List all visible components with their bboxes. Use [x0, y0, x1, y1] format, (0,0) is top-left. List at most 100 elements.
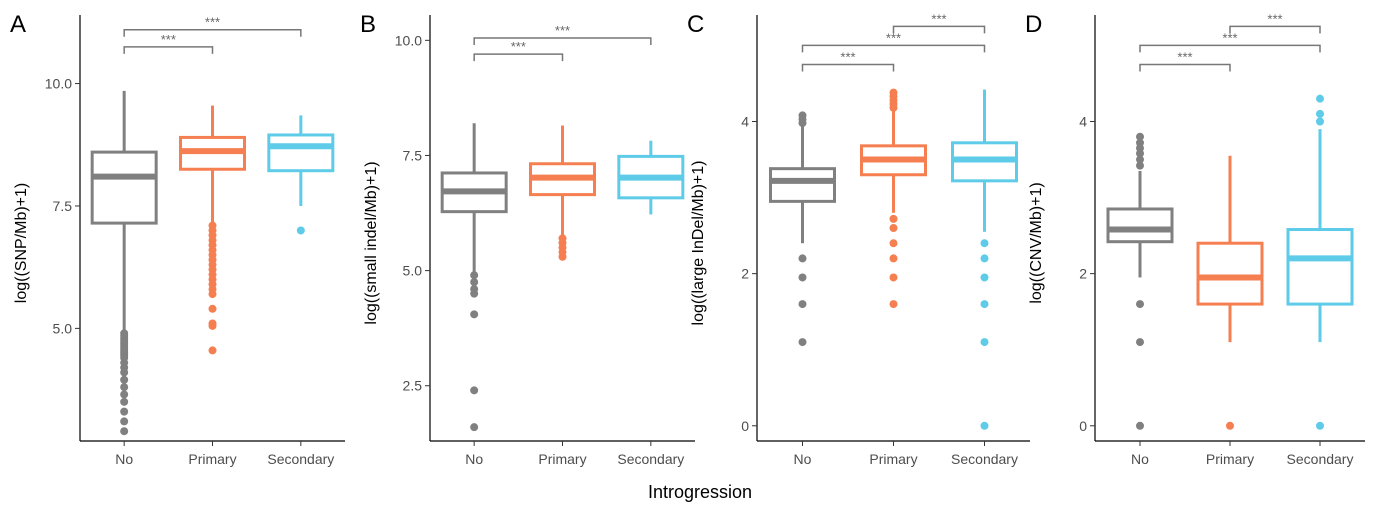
- x-axis-title: Introgression: [648, 482, 752, 502]
- x-tick-label: No: [115, 451, 133, 467]
- x-tick-label: Secondary: [1287, 451, 1354, 467]
- x-tick-label: No: [465, 451, 483, 467]
- outlier-point: [208, 346, 217, 355]
- x-tick-label: Primary: [538, 451, 586, 467]
- box-iqr: [90, 150, 158, 225]
- significance-bracket: ***: [473, 39, 564, 62]
- box-no: [769, 111, 836, 347]
- outlier-point: [1136, 421, 1144, 430]
- outlier-point: [889, 239, 898, 248]
- box-primary: [529, 125, 596, 261]
- outlier-point: [470, 289, 479, 298]
- outlier-point: [470, 386, 479, 395]
- y-tick-label: 2: [741, 266, 749, 282]
- y-tick-label: 0: [1079, 418, 1087, 434]
- outlier-point: [980, 300, 989, 309]
- y-tick-label: 4: [741, 114, 749, 130]
- panel-letter: D: [1025, 11, 1042, 38]
- box-iqr: [769, 167, 836, 203]
- significance-bracket: ***: [1139, 30, 1321, 53]
- outlier-point: [798, 273, 807, 282]
- box-primary: [1196, 155, 1264, 430]
- outlier-point: [120, 417, 129, 426]
- significance-bracket: ***: [473, 23, 652, 46]
- outlier-point: [980, 338, 989, 347]
- outlier-point: [889, 224, 898, 232]
- x-tick-label: No: [1131, 451, 1149, 467]
- significance-label: ***: [555, 23, 570, 38]
- significance-label: ***: [511, 39, 526, 54]
- outlier-point: [980, 254, 989, 263]
- y-tick-label: 7.5: [53, 198, 73, 214]
- outlier-point: [208, 321, 217, 330]
- y-tick-label: 2.5: [403, 378, 423, 394]
- outlier-point: [1136, 161, 1144, 170]
- significance-bracket: ***: [123, 32, 214, 54]
- outlier-point: [1136, 338, 1144, 347]
- box-secondary: [617, 140, 685, 215]
- y-axis-title: log((small indel/Mb)+1): [363, 161, 380, 324]
- significance-label: ***: [886, 30, 901, 45]
- outlier-point: [558, 252, 567, 261]
- box-primary: [179, 105, 246, 355]
- outlier-point: [1316, 94, 1324, 103]
- significance-label: ***: [931, 11, 946, 26]
- box-iqr: [267, 133, 335, 173]
- outlier-point: [120, 397, 129, 406]
- outlier-point: [120, 390, 129, 399]
- bracket-line: [801, 44, 986, 53]
- box-iqr: [1106, 207, 1174, 244]
- y-axis-title: log((SNP/Mb)+1): [13, 183, 30, 303]
- outlier-point: [470, 423, 479, 432]
- significance-bracket: ***: [123, 15, 302, 37]
- significance-label: ***: [840, 49, 855, 64]
- significance-bracket: ***: [892, 11, 986, 34]
- panel-letter: A: [10, 11, 26, 38]
- x-tick-label: No: [794, 451, 812, 467]
- significance-bracket: ***: [1139, 49, 1231, 72]
- significance-bracket: ***: [801, 49, 895, 72]
- outlier-point: [889, 214, 898, 223]
- significance-bracket: ***: [1229, 11, 1321, 34]
- box-secondary: [951, 89, 1018, 430]
- outlier-point: [1136, 300, 1144, 309]
- x-tick-label: Primary: [869, 451, 917, 467]
- x-tick-label: Secondary: [951, 451, 1018, 467]
- bracket-line: [473, 53, 564, 62]
- x-tick-label: Primary: [188, 451, 236, 467]
- outlier-point: [889, 300, 898, 309]
- box-no: [90, 90, 158, 436]
- box-primary: [860, 88, 927, 309]
- significance-label: ***: [205, 15, 220, 30]
- outlier-point: [1136, 149, 1144, 158]
- box-iqr: [1196, 241, 1264, 306]
- outlier-point: [120, 407, 129, 416]
- significance-label: ***: [1222, 30, 1237, 45]
- bracket-line: [1139, 63, 1231, 72]
- y-tick-label: 5.0: [403, 263, 423, 279]
- significance-label: ***: [1267, 11, 1282, 26]
- panel-letter: B: [360, 11, 376, 38]
- outlier-point: [889, 254, 898, 263]
- outlier-point: [798, 119, 807, 128]
- bracket-line: [123, 28, 302, 37]
- outlier-point: [1136, 155, 1144, 164]
- bracket-line: [123, 46, 214, 54]
- outlier-point: [798, 254, 807, 263]
- bracket-line: [473, 37, 652, 46]
- outlier-point: [1316, 421, 1324, 430]
- y-axis-title: log((CNV/Mb)+1): [1028, 182, 1045, 303]
- y-tick-label: 2: [1079, 266, 1087, 282]
- outlier-point: [1136, 132, 1144, 141]
- bracket-line: [801, 63, 895, 72]
- outlier-point: [296, 226, 305, 235]
- outlier-point: [889, 273, 898, 282]
- outlier-point: [1316, 117, 1324, 126]
- box-secondary: [267, 115, 335, 235]
